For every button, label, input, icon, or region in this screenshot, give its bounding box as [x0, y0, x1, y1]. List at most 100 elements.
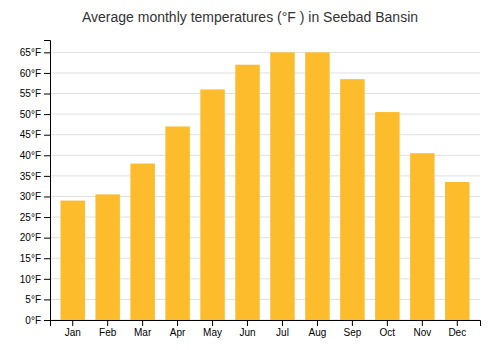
tick: Oct	[380, 320, 396, 338]
tick-mark	[317, 320, 318, 326]
grid-line	[50, 93, 480, 94]
grid	[50, 52, 480, 320]
tick: 25°F	[20, 212, 50, 223]
tick-mark	[142, 320, 143, 326]
tick: May	[203, 320, 222, 338]
tick-mark	[44, 196, 50, 197]
tick-label: 50°F	[20, 109, 41, 120]
tick: 50°F	[20, 109, 50, 120]
tick-mark	[44, 114, 50, 115]
bar	[235, 65, 259, 320]
plot: 0°F 5°F 10°F 15°F 20°F 25°F 30°F 35°F 40°F 45°F 50…	[20, 41, 481, 339]
tick-mark	[44, 94, 50, 95]
chart: 0°F 5°F 10°F 15°F 20°F 25°F 30°F 35°F 40°F 45°F 50…	[0, 0, 500, 350]
tick: 40°F	[20, 150, 50, 161]
tick-label: 65°F	[20, 47, 41, 58]
bar	[270, 52, 294, 320]
tick-label: 55°F	[20, 88, 41, 99]
tick-label: 10°F	[20, 274, 41, 285]
tick: Feb	[99, 320, 117, 338]
tick-label: Apr	[170, 327, 186, 338]
bar	[130, 164, 154, 320]
tick-label: 25°F	[20, 212, 41, 223]
axis-line	[51, 321, 481, 327]
bar	[95, 194, 119, 320]
tick: Aug	[309, 320, 327, 338]
tick-mark	[107, 320, 108, 326]
tick-mark	[44, 73, 50, 74]
tick: 45°F	[20, 129, 50, 140]
bar	[60, 201, 84, 320]
tick-mark	[44, 135, 50, 136]
tick-label: 30°F	[20, 191, 41, 202]
tick-mark	[212, 320, 213, 326]
tick-mark	[44, 217, 50, 218]
tick-label: Jun	[239, 327, 255, 338]
bar	[165, 126, 189, 320]
tick-label: Feb	[99, 327, 117, 338]
tick: 35°F	[20, 171, 50, 182]
tick-label: 20°F	[20, 232, 41, 243]
tick-label: Aug	[309, 327, 327, 338]
grid-line	[50, 134, 480, 135]
tick-label: 15°F	[20, 253, 41, 264]
tick: 15°F	[20, 253, 50, 264]
bars	[60, 52, 469, 320]
tick-mark	[44, 52, 50, 53]
tick: 20°F	[20, 232, 50, 243]
tick: 60°F	[20, 68, 50, 79]
tick-mark	[44, 299, 50, 300]
title: Average monthly temperatures (°F ) in Se…	[82, 9, 418, 25]
axis-line	[44, 41, 51, 321]
tick-label: Oct	[380, 327, 396, 338]
tick-label: Nov	[413, 327, 431, 338]
tick: Apr	[170, 320, 186, 338]
tick-label: 60°F	[20, 68, 41, 79]
tick-mark	[177, 320, 178, 326]
grid-line	[50, 52, 480, 53]
tick-mark	[422, 320, 423, 326]
tick: 55°F	[20, 88, 50, 99]
tick-label: 40°F	[20, 150, 41, 161]
tick-mark	[44, 238, 50, 239]
tick: Jun	[239, 320, 255, 338]
tick-mark	[352, 320, 353, 326]
tick-label: 45°F	[20, 129, 41, 140]
tick-mark	[44, 258, 50, 259]
x-axis: Jan Feb Mar Apr May Jun Jul Aug Sep Oct Nov Dec	[51, 320, 481, 338]
tick-mark	[44, 176, 50, 177]
tick: 30°F	[20, 191, 50, 202]
tick-label: Jan	[65, 327, 81, 338]
tick-mark	[247, 320, 248, 326]
tick: Jan	[65, 320, 81, 338]
tick-label: May	[203, 327, 222, 338]
tick-mark	[387, 320, 388, 326]
tick-label: 5°F	[25, 294, 41, 305]
tick: Jul	[276, 320, 289, 338]
tick: 5°F	[25, 294, 50, 305]
y-axis: 0°F 5°F 10°F 15°F 20°F 25°F 30°F 35°F 40°F 45°F 50…	[20, 41, 51, 326]
tick-label: Mar	[134, 327, 152, 338]
tick: Mar	[134, 320, 152, 338]
tick-label: Jul	[276, 327, 289, 338]
tick-mark	[282, 320, 283, 326]
tick-label: Dec	[448, 327, 466, 338]
tick-label: 35°F	[20, 171, 41, 182]
tick: Nov	[413, 320, 431, 338]
bar	[305, 52, 329, 320]
tick: Dec	[448, 320, 466, 338]
tick-label: Sep	[343, 327, 361, 338]
bar	[445, 182, 469, 320]
tick: 0°F	[25, 315, 50, 326]
tick-label: 0°F	[25, 315, 41, 326]
grid-line	[50, 72, 480, 73]
tick-mark	[457, 320, 458, 326]
tick-mark	[44, 320, 50, 321]
bar	[340, 79, 364, 320]
bar	[200, 89, 224, 320]
tick: 65°F	[20, 47, 50, 58]
tick: 10°F	[20, 274, 50, 285]
bar	[410, 153, 434, 320]
tick: Sep	[343, 320, 361, 338]
tick-mark	[72, 320, 73, 326]
